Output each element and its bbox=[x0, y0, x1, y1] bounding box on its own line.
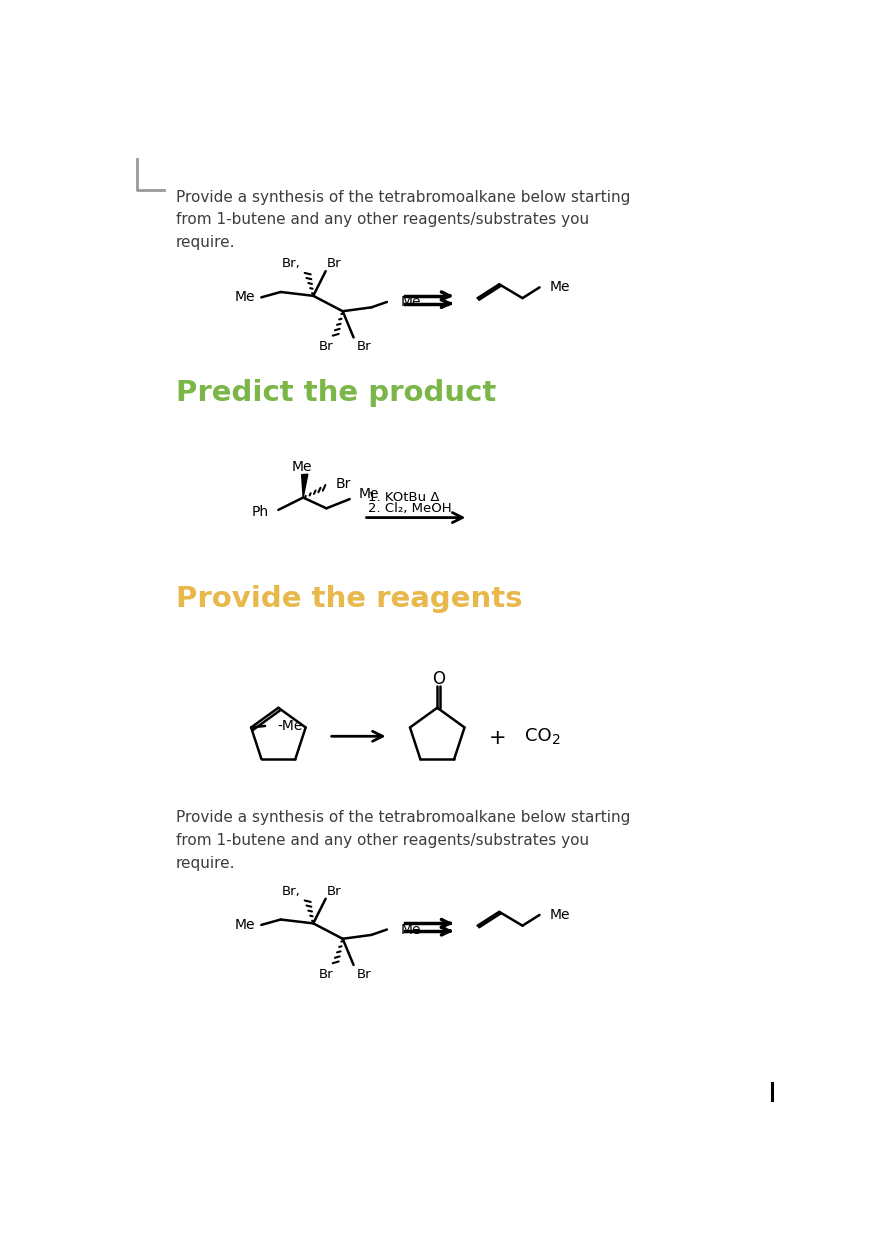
Text: 2: 2 bbox=[552, 733, 561, 748]
Text: Me: Me bbox=[550, 908, 570, 922]
Text: Provide the reagents: Provide the reagents bbox=[176, 586, 523, 613]
Text: Me: Me bbox=[291, 460, 312, 473]
Text: Provide a synthesis of the tetrabromoalkane below starting
from 1-butene and any: Provide a synthesis of the tetrabromoalk… bbox=[176, 189, 630, 250]
Text: Br: Br bbox=[336, 477, 351, 491]
Polygon shape bbox=[301, 475, 308, 497]
Text: 1. KOtBu Δ: 1. KOtBu Δ bbox=[367, 491, 439, 505]
Text: Predict the product: Predict the product bbox=[176, 379, 496, 407]
Text: Me: Me bbox=[234, 290, 255, 304]
Text: Br: Br bbox=[357, 968, 371, 981]
Text: Br: Br bbox=[327, 257, 342, 270]
Text: +: + bbox=[489, 728, 507, 748]
Text: Ph: Ph bbox=[252, 505, 269, 520]
Text: Me: Me bbox=[401, 922, 421, 937]
Text: 2. Cl₂, MeOH: 2. Cl₂, MeOH bbox=[367, 502, 451, 515]
Text: O: O bbox=[433, 669, 445, 688]
Text: Br,: Br, bbox=[283, 885, 301, 897]
Text: Br: Br bbox=[319, 340, 333, 353]
Text: Me: Me bbox=[359, 487, 379, 501]
Text: Me: Me bbox=[401, 295, 421, 309]
Text: Br: Br bbox=[327, 885, 342, 897]
Text: CO: CO bbox=[525, 728, 552, 745]
Text: Br: Br bbox=[319, 968, 333, 981]
Text: Me: Me bbox=[234, 918, 255, 932]
Text: -Me: -Me bbox=[277, 719, 303, 733]
Text: Provide a synthesis of the tetrabromoalkane below starting
from 1-butene and any: Provide a synthesis of the tetrabromoalk… bbox=[176, 810, 630, 871]
Text: Br: Br bbox=[357, 340, 371, 353]
Text: Me: Me bbox=[550, 280, 570, 294]
Text: Br,: Br, bbox=[283, 257, 301, 270]
